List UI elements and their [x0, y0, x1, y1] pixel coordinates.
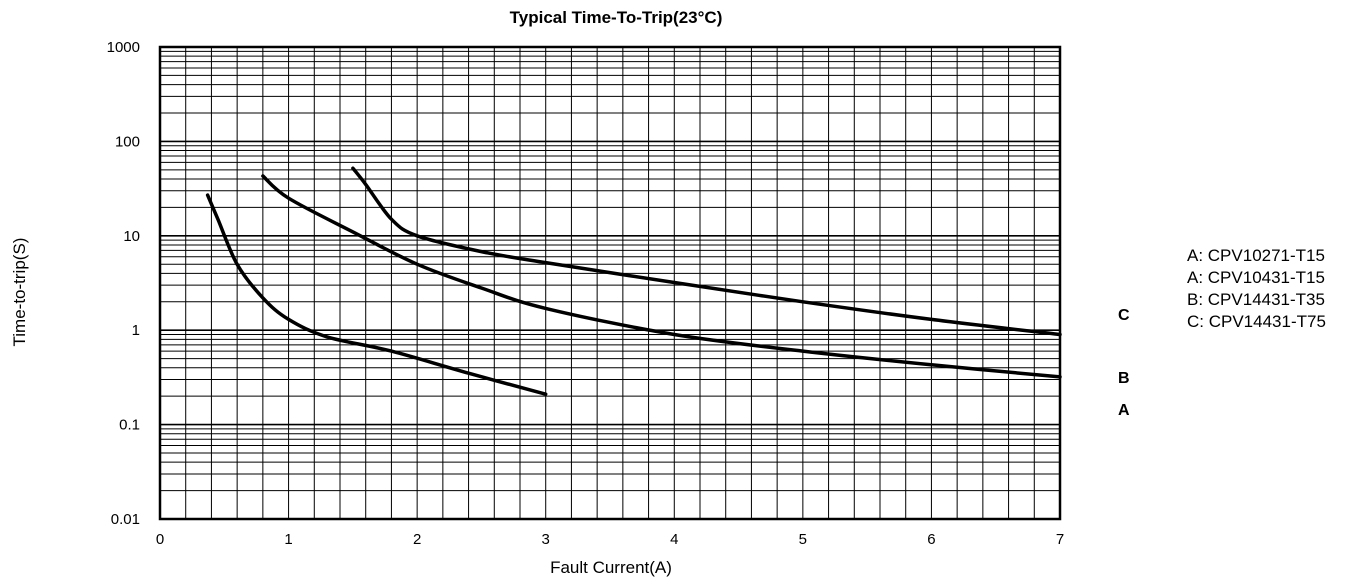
x-tick-label: 0: [156, 531, 164, 548]
y-tick-label: 0.1: [119, 417, 140, 434]
chart-title: Typical Time-To-Trip(23°C): [509, 8, 723, 27]
y-tick-label: 100: [115, 133, 140, 150]
series-line-c: [351, 166, 1062, 337]
x-tick-label: 5: [799, 531, 807, 548]
y-tick-label: 1000: [107, 39, 140, 56]
y-tick-label: 1: [132, 322, 140, 339]
x-tick-label: 1: [284, 531, 292, 548]
curve-label-b: B: [1118, 370, 1130, 387]
x-tick-label: 7: [1056, 531, 1064, 548]
chart-legend: A: CPV10271-T15 A: CPV10431-T15 B: CPV14…: [1187, 245, 1326, 333]
legend-entry: B: CPV14431-T35: [1187, 290, 1325, 309]
chart-ticks: 0 1 2 3 4 5 6 7 1000 100 10 1 0.1 0.01: [107, 39, 1065, 548]
y-tick-label: 10: [123, 228, 140, 245]
curve-label-a: A: [1118, 402, 1130, 419]
chart-plot: 0 1 2 3 4 5 6 7 1000 100 10 1 0.1 0.01: [107, 39, 1065, 548]
x-axis-label: Fault Current(A): [550, 558, 672, 577]
legend-entry: C: CPV14431-T75: [1187, 312, 1326, 331]
x-tick-label: 6: [927, 531, 935, 548]
plot-frame: [158, 45, 1062, 521]
x-tick-label: 4: [670, 531, 678, 548]
y-axis-label: Time-to-trip(S): [10, 237, 29, 347]
chart-grid: [160, 47, 1060, 519]
legend-entry: A: CPV10271-T15: [1187, 246, 1325, 265]
legend-entry: A: CPV10431-T15: [1187, 268, 1325, 287]
y-tick-label: 0.01: [111, 511, 140, 528]
curve-label-c: C: [1118, 307, 1130, 324]
series-line-b: [261, 174, 1062, 379]
x-tick-label: 2: [413, 531, 421, 548]
x-tick-label: 3: [542, 531, 550, 548]
series-line-a: [205, 193, 548, 396]
chart-curves: [205, 166, 1062, 396]
